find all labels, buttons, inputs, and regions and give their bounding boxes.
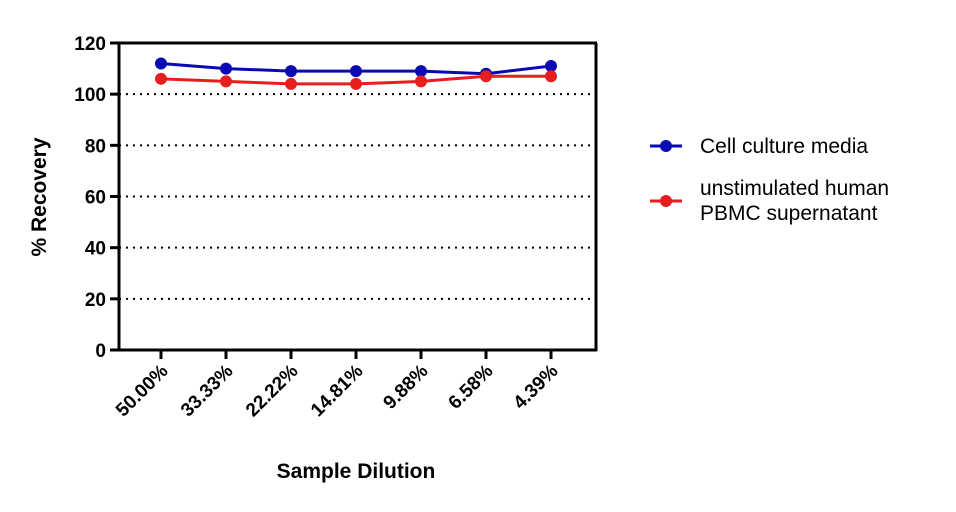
legend-item-1: Cell culture media (650, 135, 868, 158)
x-tick-label: 14.81% (307, 361, 367, 421)
data-point (415, 65, 427, 78)
data-point (285, 65, 297, 78)
data-point (220, 75, 232, 88)
x-tick-label: 33.33% (177, 361, 237, 421)
x-tick-label: 4.39% (510, 361, 563, 414)
y-tick-label: 60 (85, 188, 106, 209)
legend-label: PBMC supernatant (700, 202, 878, 225)
y-tick-label: 100 (74, 85, 106, 106)
data-point (155, 72, 167, 85)
series-2 (155, 70, 557, 90)
data-point (155, 57, 167, 70)
data-point (350, 77, 362, 90)
x-tick-label: 9.88% (380, 361, 433, 414)
y-axis-title: % Recovery (28, 137, 51, 256)
legend: Cell culture media unstimulated humanPBMC… (650, 135, 889, 225)
tick-labels: 0 20 40 60 80 100 120 50.00% 33.33% 22.22% 14.81% 9… (74, 34, 562, 421)
x-axis-title: Sample Dilution (277, 460, 436, 483)
data-point (285, 77, 297, 90)
legend-marker (660, 195, 672, 207)
y-tick-label: 120 (74, 34, 106, 55)
y-tick-label: 80 (85, 136, 106, 157)
data-point (350, 65, 362, 78)
y-tick-label: 0 (95, 341, 106, 362)
x-tick-label: 6.58% (445, 361, 498, 414)
x-tick-label: 22.22% (242, 361, 302, 421)
data-point (480, 70, 492, 83)
data-point (545, 70, 557, 83)
data-point (545, 60, 557, 73)
data-point (415, 75, 427, 88)
legend-marker (660, 140, 672, 152)
x-tick-label: 50.00% (112, 361, 172, 421)
gridlines (119, 93, 596, 300)
series (155, 57, 557, 90)
legend-label: Cell culture media (700, 135, 868, 158)
axes (110, 41, 598, 359)
y-tick-label: 40 (85, 239, 106, 260)
legend-label: unstimulated human (700, 177, 889, 200)
data-point (220, 62, 232, 75)
y-tick-label: 20 (85, 290, 106, 311)
